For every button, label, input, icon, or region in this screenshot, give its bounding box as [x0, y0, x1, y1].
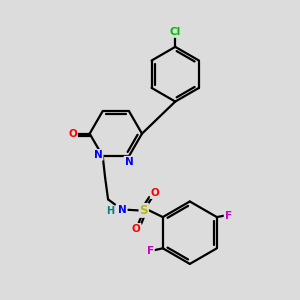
Text: N: N	[118, 205, 127, 215]
Text: N: N	[124, 157, 133, 167]
Text: Cl: Cl	[169, 27, 181, 37]
Text: F: F	[225, 211, 232, 220]
Text: H: H	[106, 206, 114, 216]
Text: O: O	[151, 188, 159, 198]
Text: N: N	[94, 150, 103, 160]
Text: O: O	[132, 224, 141, 234]
Text: F: F	[147, 246, 154, 256]
Text: O: O	[68, 129, 77, 139]
Text: S: S	[140, 204, 148, 217]
